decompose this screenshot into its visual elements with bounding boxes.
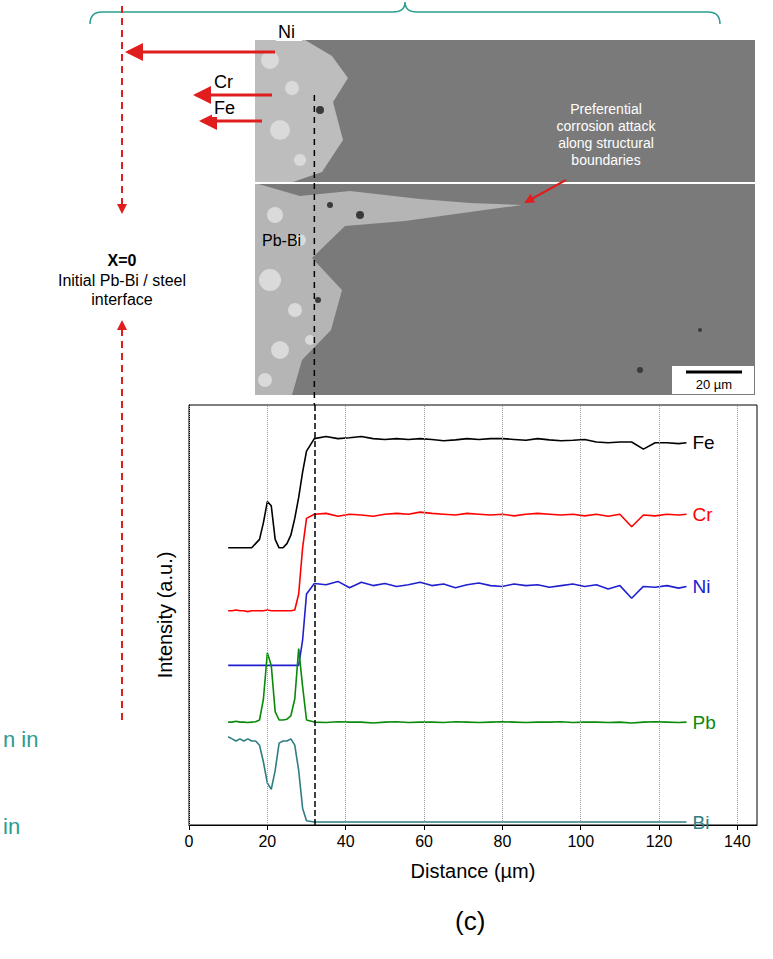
svg-text:in: in [3, 814, 20, 839]
svg-text:60: 60 [415, 833, 433, 850]
svg-text:Cr: Cr [214, 72, 233, 92]
svg-text:Ni: Ni [278, 22, 295, 42]
svg-text:120: 120 [646, 833, 673, 850]
svg-text:Pb-Bi: Pb-Bi [262, 232, 301, 249]
svg-text:boundaries: boundaries [571, 152, 640, 168]
svg-text:Fe: Fe [692, 432, 714, 453]
svg-text:20 µm: 20 µm [696, 377, 732, 392]
svg-text:Intensity (a.u.): Intensity (a.u.) [154, 552, 176, 679]
svg-text:along structural: along structural [558, 135, 654, 151]
svg-text:80: 80 [493, 833, 511, 850]
svg-text:Distance (µm): Distance (µm) [411, 860, 536, 882]
svg-text:corrosion attack: corrosion attack [557, 118, 657, 134]
svg-text:n in: n in [3, 727, 38, 752]
svg-text:Pb: Pb [692, 712, 715, 733]
svg-text:140: 140 [724, 833, 751, 850]
svg-text:X=0: X=0 [108, 252, 137, 269]
svg-text:Ni: Ni [692, 576, 710, 597]
svg-text:Bi: Bi [692, 812, 709, 833]
svg-text:20: 20 [258, 833, 276, 850]
svg-text:Fe: Fe [214, 98, 235, 118]
svg-text:Initial Pb-Bi / steel: Initial Pb-Bi / steel [58, 272, 186, 289]
svg-text:40: 40 [337, 833, 355, 850]
svg-text:interface: interface [91, 291, 152, 308]
svg-text:0: 0 [185, 833, 194, 850]
svg-text:(c): (c) [455, 906, 485, 936]
svg-text:Preferential: Preferential [570, 101, 642, 117]
svg-text:Cr: Cr [692, 504, 713, 525]
svg-text:100: 100 [567, 833, 594, 850]
